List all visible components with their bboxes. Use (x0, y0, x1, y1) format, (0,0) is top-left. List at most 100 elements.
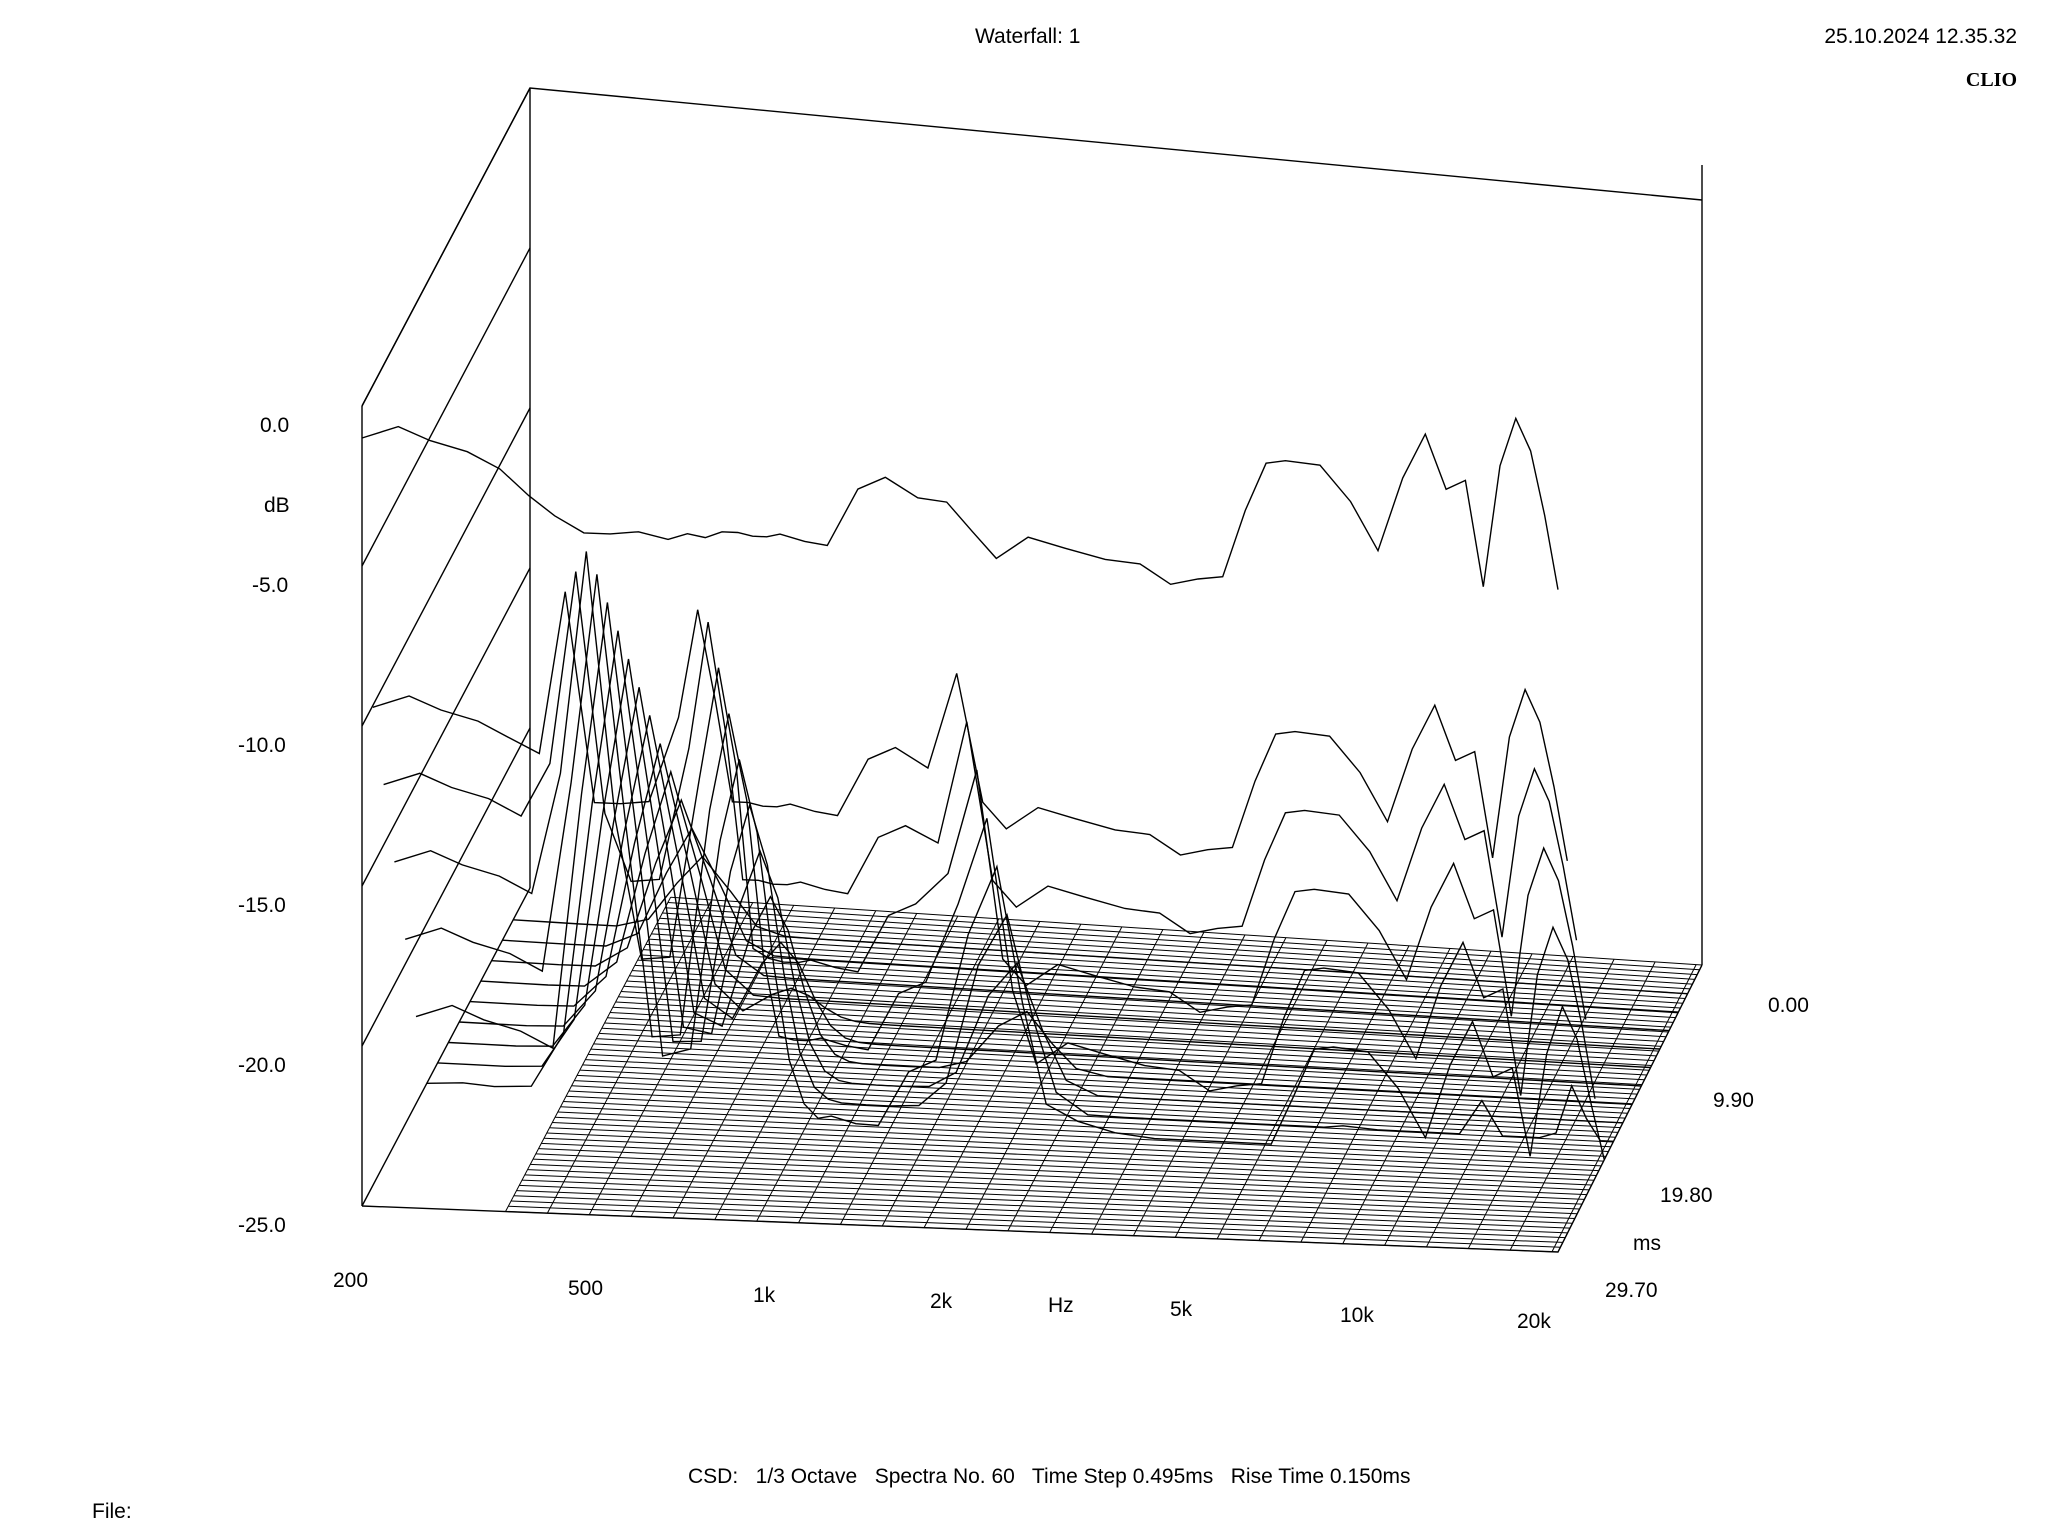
time-grid-line (516, 1190, 1568, 1234)
db-guide-line (361, 727, 531, 1047)
time-grid-line (538, 1148, 1587, 1196)
x-tick-label: 1k (753, 1284, 776, 1307)
freq-grid-line (1216, 942, 1369, 1240)
freq-grid-line (1132, 937, 1287, 1236)
time-grid-line (522, 1179, 1573, 1224)
spectrum-slice (372, 591, 1568, 862)
brand-logo-text: CLIO (1965, 69, 2017, 91)
time-grid-line (508, 1205, 1561, 1248)
freq-grid-line (839, 918, 1000, 1225)
time-grid-line (651, 933, 1686, 999)
time-grid-line (546, 1132, 1595, 1181)
z-tick-label: 19.80 (1660, 1184, 1713, 1207)
freq-grid-line (1467, 958, 1615, 1249)
freq-grid-line (1342, 950, 1492, 1244)
z-tick-label: 29.70 (1605, 1279, 1658, 1302)
time-grid-line (648, 938, 1683, 1004)
time-grid-line (552, 1121, 1599, 1172)
freq-grid-line (505, 897, 672, 1212)
y-tick-label: 0.0 (260, 414, 290, 437)
time-grid-line (665, 907, 1698, 976)
measurement-settings: CSD: 1/3 Octave Spectra No. 60 Time Step… (688, 1465, 1411, 1488)
time-grid-line (637, 959, 1674, 1023)
z-tick-label: 0.00 (1768, 994, 1809, 1017)
time-grid-line (533, 1158, 1583, 1205)
time-grid-line (541, 1142, 1590, 1191)
time-grid-line (582, 1064, 1626, 1119)
freq-grid-line (1258, 945, 1410, 1241)
time-grid-line (549, 1127, 1597, 1176)
time-grid-line (505, 1211, 1559, 1253)
time-grid-line (667, 901, 1700, 971)
time-grid-line (662, 912, 1695, 980)
time-grid-line (601, 1027, 1643, 1086)
y-tick-label: -25.0 (238, 1214, 286, 1237)
freq-grid-line (672, 907, 836, 1219)
time-grid-line (621, 991, 1659, 1052)
db-guide-line (361, 407, 531, 727)
time-grid-line (563, 1101, 1609, 1153)
x-tick-label: 10k (1340, 1304, 1374, 1327)
time-grid-line (577, 1074, 1621, 1129)
freq-grid-line (1049, 932, 1205, 1233)
spectrum-slice (361, 416, 1559, 590)
x-tick-label: 20k (1517, 1310, 1551, 1333)
time-grid-line (530, 1163, 1580, 1210)
time-grid-line (618, 996, 1657, 1057)
spectra-slices (361, 416, 1688, 1160)
time-grid-line (629, 975, 1667, 1038)
time-grid-line (511, 1200, 1563, 1243)
time-grid-line (544, 1137, 1592, 1186)
time-grid-line (659, 917, 1693, 985)
y-axis-unit: dB (264, 494, 290, 517)
freq-grid-line (1384, 953, 1533, 1246)
freq-grid-line (1300, 948, 1451, 1243)
spectrum-slice (415, 602, 1605, 1160)
time-grid-line (615, 1001, 1655, 1062)
db-guide-line (361, 887, 531, 1207)
time-grid-line (607, 1017, 1647, 1076)
file-label: File: (92, 1500, 132, 1523)
spectrum-slice (469, 743, 1651, 1069)
time-grid-line (560, 1106, 1607, 1157)
time-grid-line (566, 1095, 1611, 1148)
spectrum-slice (426, 630, 1614, 1142)
db-guide-line (361, 567, 531, 887)
spectrum-slice (394, 551, 1587, 1020)
db-guide-line (361, 87, 531, 407)
spectrum-slice (513, 855, 1688, 995)
time-grid-line (535, 1153, 1585, 1200)
y-tick-label: -20.0 (238, 1054, 286, 1077)
time-grid-line (588, 1053, 1631, 1109)
time-grid-line (612, 1006, 1652, 1066)
freq-grid-line (1091, 934, 1246, 1235)
spectrum-slice (502, 826, 1679, 1013)
time-grid-line (571, 1085, 1616, 1138)
x-tick-label: 5k (1170, 1298, 1193, 1321)
time-grid-line (519, 1184, 1571, 1229)
time-grid-line (634, 964, 1671, 1028)
x-axis-unit: Hz (1048, 1294, 1074, 1317)
z-tick-label: 9.90 (1713, 1089, 1754, 1112)
time-grid-line (574, 1080, 1619, 1133)
freq-grid-line (1425, 956, 1574, 1248)
chart-title: Waterfall: 1 (975, 25, 1081, 48)
time-grid-line (656, 922, 1691, 990)
spectrum-slice (448, 687, 1633, 1106)
time-grid-line (593, 1043, 1635, 1100)
spectrum-slice (383, 571, 1578, 941)
time-grid-line (555, 1116, 1602, 1167)
time-grid-line (527, 1169, 1578, 1215)
time-grid-line (632, 970, 1669, 1033)
freq-grid-line (588, 902, 754, 1215)
freq-grid-line (1551, 964, 1697, 1252)
x-tick-label: 500 (568, 1277, 604, 1300)
time-grid-line (513, 1195, 1566, 1239)
spectrum-slice (491, 798, 1670, 1032)
freq-grid-line (714, 910, 877, 1220)
time-grid-line (599, 1032, 1640, 1090)
time-grid-line (524, 1174, 1575, 1220)
time-grid-line (585, 1059, 1628, 1114)
freq-grid-line (756, 913, 918, 1222)
